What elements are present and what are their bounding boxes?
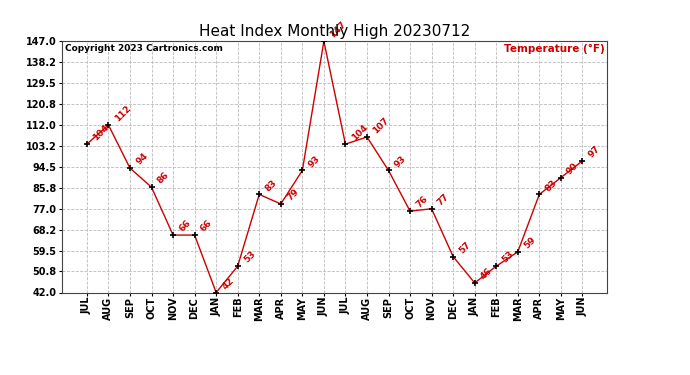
Text: 93: 93	[393, 154, 408, 169]
Text: 42: 42	[220, 276, 235, 291]
Text: 79: 79	[285, 187, 300, 202]
Text: 147: 147	[328, 20, 348, 40]
Text: Copyright 2023 Cartronics.com: Copyright 2023 Cartronics.com	[65, 44, 223, 53]
Text: 57: 57	[457, 240, 473, 255]
Text: 104: 104	[350, 123, 369, 143]
Text: 59: 59	[522, 235, 538, 250]
Text: 76: 76	[414, 195, 429, 210]
Text: 104: 104	[91, 123, 110, 143]
Text: 90: 90	[565, 161, 580, 176]
Text: 83: 83	[264, 178, 279, 193]
Text: 112: 112	[112, 104, 132, 124]
Text: 83: 83	[544, 178, 559, 193]
Text: 86: 86	[156, 171, 171, 186]
Text: 66: 66	[199, 219, 214, 234]
Text: 53: 53	[242, 250, 257, 265]
Text: 46: 46	[479, 266, 494, 282]
Title: Heat Index Monthly High 20230712: Heat Index Monthly High 20230712	[199, 24, 471, 39]
Text: 93: 93	[306, 154, 322, 169]
Text: 77: 77	[436, 192, 451, 207]
Text: 66: 66	[177, 219, 193, 234]
Text: 97: 97	[586, 144, 602, 159]
Text: 53: 53	[500, 250, 515, 265]
Text: 94: 94	[134, 151, 150, 166]
Text: Temperature (°F): Temperature (°F)	[504, 44, 604, 54]
Text: 107: 107	[371, 116, 391, 136]
